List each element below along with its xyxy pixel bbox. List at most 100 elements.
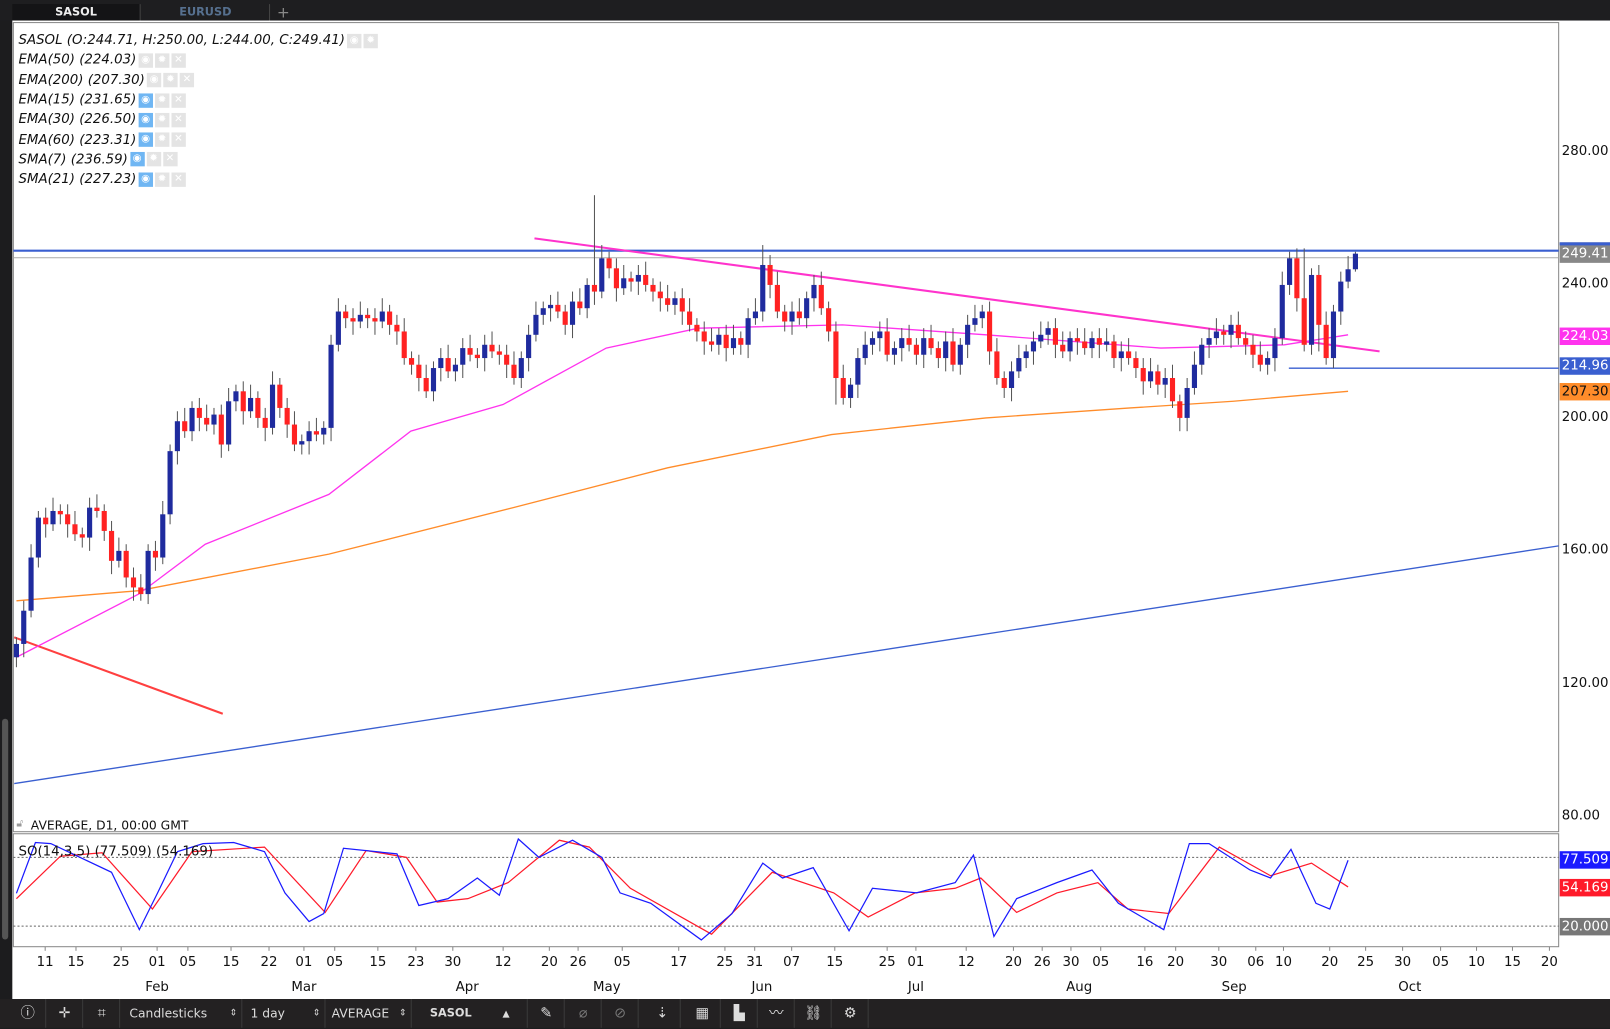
grid-icon[interactable]: ▦	[685, 999, 721, 1028]
info-icon[interactable]: ⓘ	[10, 999, 47, 1028]
close-icon[interactable]: ✕	[171, 172, 186, 187]
sort-icon[interactable]: ⇣	[645, 999, 681, 1028]
candle-body	[138, 587, 144, 595]
candle-body	[357, 314, 363, 322]
scrollbar[interactable]	[2, 718, 9, 940]
gear-icon[interactable]: ✹	[363, 33, 378, 48]
candle-body	[943, 341, 949, 359]
candle-body	[182, 421, 188, 432]
candle-body	[891, 348, 898, 355]
gear-icon[interactable]: ✹	[163, 73, 178, 88]
candle-body	[496, 351, 502, 355]
uptrend-line	[14, 545, 1559, 785]
ema50-badge: 224.03	[1559, 327, 1610, 346]
candle-body	[1001, 378, 1007, 388]
candle-body	[460, 348, 466, 365]
eye-icon[interactable]: ◉	[347, 33, 362, 48]
candle-body	[408, 358, 415, 365]
chart-type-select[interactable]: Candlesticks ⇕	[121, 999, 243, 1028]
candle-body	[547, 304, 554, 309]
candle-body	[1323, 324, 1329, 359]
close-icon[interactable]: ✕	[171, 132, 186, 147]
tab-sasol[interactable]: SASOL	[12, 4, 141, 21]
line-chart-icon[interactable]: 〰	[759, 999, 795, 1028]
candle-body	[445, 358, 451, 372]
chart-type-value: Candlesticks	[129, 1006, 208, 1021]
candle-body	[840, 378, 846, 398]
candle-body	[1294, 258, 1300, 299]
date-axis-label: 06	[1247, 954, 1265, 971]
crop-icon[interactable]: ⌗	[84, 999, 121, 1028]
tab-eurusd[interactable]: EURUSD	[142, 4, 271, 21]
pencil-icon[interactable]: ✎	[529, 999, 565, 1028]
candle-body	[1067, 338, 1073, 352]
chart-area[interactable]	[12, 20, 1610, 1000]
eye-icon[interactable]: ◉	[138, 112, 153, 128]
candle-body	[555, 304, 561, 312]
eye-slash-icon[interactable]: ⊘	[603, 999, 639, 1028]
date-axis-label: 10	[1468, 954, 1486, 971]
legend-indicator: EMA(30) (226.50) ◉ ✹ ✕	[18, 110, 377, 130]
candle-body	[430, 368, 437, 392]
interval-select[interactable]: 1 day ⇕	[243, 999, 326, 1028]
add-tab-button[interactable]: +	[276, 3, 290, 22]
price-type-select[interactable]: AVERAGE ⇕	[327, 999, 412, 1028]
candle-body	[65, 514, 71, 525]
candle-body	[299, 441, 305, 445]
link-icon[interactable]: ⛓	[796, 999, 832, 1028]
candle-body	[204, 417, 210, 425]
candle-body	[1213, 331, 1219, 339]
candle-body	[811, 284, 817, 299]
crosshair-icon[interactable]: ✛	[47, 999, 84, 1028]
symbol-select[interactable]: SASOL ▲	[413, 999, 528, 1028]
date-axis-label: 05	[613, 954, 631, 971]
gear-icon[interactable]: ✹	[146, 152, 161, 167]
candle-body	[635, 274, 641, 282]
eye-icon[interactable]: ◉	[138, 53, 153, 68]
candle-body	[906, 338, 912, 345]
document-icon[interactable]: ▙	[722, 999, 758, 1028]
lock-icon[interactable]: 🔓︎	[16, 818, 24, 830]
paperclip-icon[interactable]: ⌀	[566, 999, 602, 1028]
eye-icon[interactable]: ◉	[138, 172, 153, 187]
candle-body	[372, 318, 378, 322]
close-icon[interactable]: ✕	[162, 152, 178, 167]
candle-body	[1250, 344, 1256, 355]
eye-icon[interactable]: ◉	[146, 73, 162, 88]
close-icon[interactable]: ✕	[171, 92, 186, 108]
indicator-label: EMA(50) (224.03)	[18, 52, 137, 69]
close-icon[interactable]: ✕	[171, 53, 186, 68]
gear-icon[interactable]: ⚙	[833, 999, 869, 1028]
candle-body	[1272, 338, 1278, 359]
candle-body	[1030, 341, 1037, 352]
gear-icon[interactable]: ✹	[154, 132, 170, 147]
gear-icon[interactable]: ✹	[154, 92, 170, 108]
close-icon[interactable]: ✕	[179, 73, 195, 88]
eye-icon[interactable]: ◉	[138, 132, 153, 147]
date-axis-label: 30	[1394, 954, 1412, 971]
left-panel	[0, 20, 13, 1000]
candle-body	[1184, 387, 1190, 418]
date-axis-label: 30	[444, 954, 462, 971]
gear-icon[interactable]: ✹	[154, 53, 170, 68]
candle-body	[760, 264, 766, 312]
date-axis-label: 10	[1274, 954, 1292, 971]
date-axis-label: 01	[295, 954, 313, 971]
candle-body	[1279, 284, 1285, 339]
candle-body	[43, 517, 49, 525]
eye-icon[interactable]: ◉	[129, 152, 145, 167]
candle-body	[21, 610, 27, 644]
price-type-value: AVERAGE	[331, 1006, 390, 1021]
candle-body	[350, 318, 356, 322]
candle-body	[145, 550, 151, 595]
support-line-badge: 214.96	[1559, 357, 1610, 375]
date-axis-label: 05	[179, 954, 197, 971]
close-icon[interactable]: ✕	[171, 112, 186, 128]
date-axis-label: 01	[907, 954, 925, 971]
gear-icon[interactable]: ✹	[154, 172, 170, 187]
candle-body	[13, 643, 19, 658]
gear-icon[interactable]: ✹	[154, 112, 170, 128]
eye-icon[interactable]: ◉	[138, 92, 153, 108]
